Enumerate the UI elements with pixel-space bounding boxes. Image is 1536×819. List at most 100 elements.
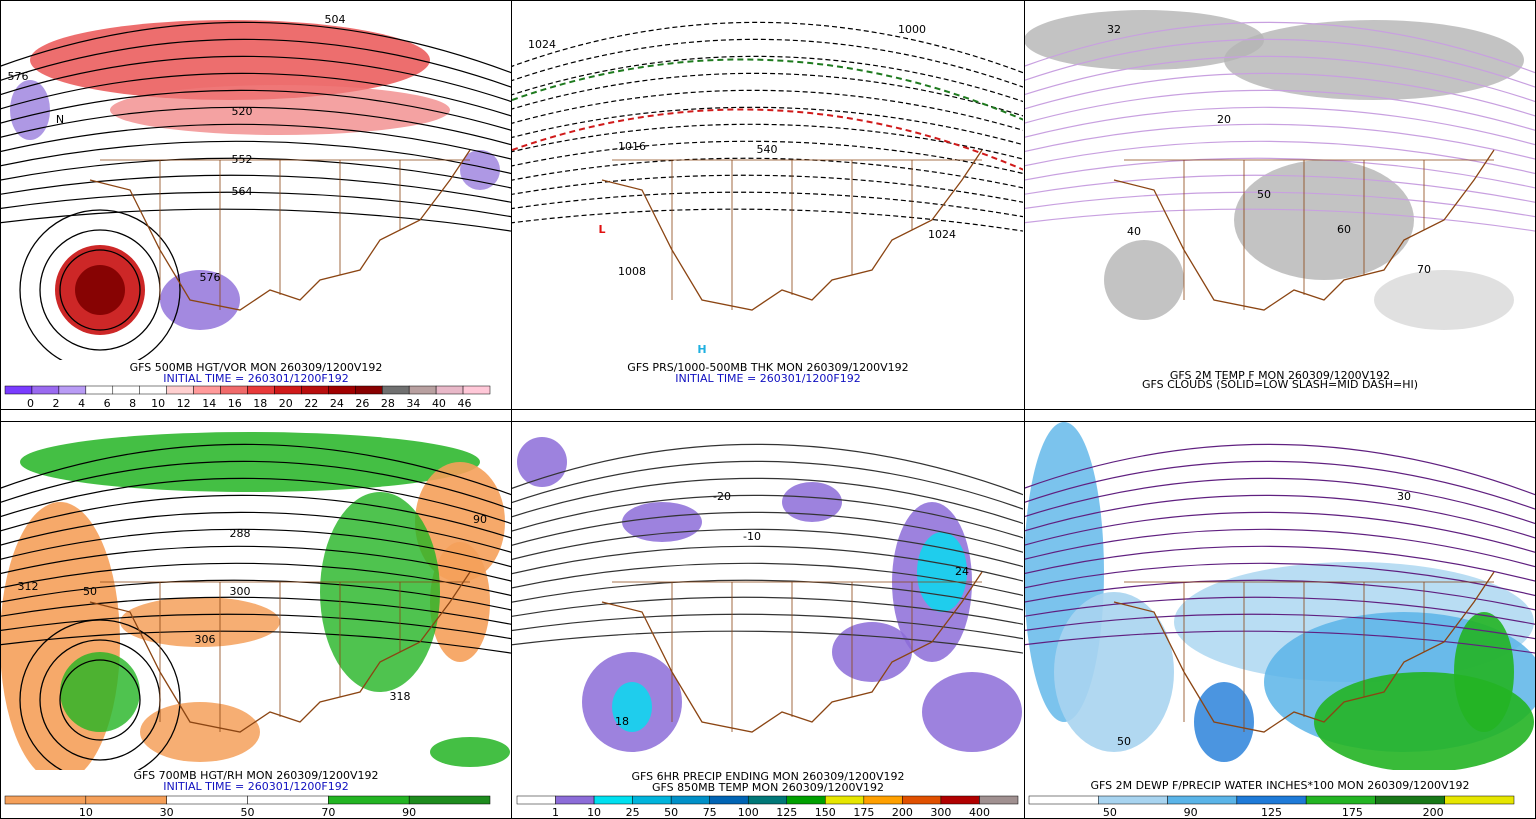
border [100, 581, 470, 732]
thickness-line [512, 108, 1023, 171]
colorbar-swatch [786, 795, 826, 805]
colorbar-swatch [1375, 795, 1445, 805]
caption: GFS 2M DEWP F/PRECIP WATER INCHES*100 MO… [1090, 779, 1469, 792]
colorbar-label: 34 [406, 397, 420, 410]
colorbar-label: 200 [892, 806, 913, 819]
map-label: 306 [195, 633, 216, 646]
contour [0, 579, 511, 611]
weather-field [1234, 160, 1414, 280]
thickness-line [512, 58, 1023, 121]
contour [0, 89, 511, 131]
colorbar-swatch [979, 795, 1019, 805]
contour [1024, 562, 1535, 597]
colorbar-swatch [247, 795, 329, 805]
border [612, 581, 982, 732]
weather-field [320, 492, 440, 692]
contour [512, 545, 1023, 582]
caption: GFS 6HR PRECIP ENDING MON 260309/1200V19… [631, 770, 904, 783]
contour [512, 174, 1023, 203]
map-label: 504 [325, 13, 346, 26]
colorbar-swatch [516, 795, 556, 805]
colorbar-label: 50 [1103, 806, 1117, 819]
map-label: 50 [1117, 735, 1131, 748]
contour [0, 460, 511, 510]
colorbar-swatch [1098, 795, 1168, 805]
map-label: 18 [615, 715, 629, 728]
colorbar-label: 8 [129, 397, 136, 410]
colorbar-label: 0 [27, 397, 34, 410]
contour [0, 613, 511, 640]
low-contour [59, 249, 141, 331]
map-label: 60 [1337, 223, 1351, 236]
contour [0, 106, 511, 146]
contour [1024, 630, 1535, 654]
map-label: 50 [1257, 188, 1271, 201]
colorbar-swatch [4, 385, 33, 395]
contour [512, 460, 1023, 510]
colorbar-swatch [632, 795, 672, 805]
contour [0, 157, 511, 189]
weather-field [1224, 20, 1524, 100]
border [1124, 159, 1494, 310]
contour [0, 630, 511, 654]
contour [0, 494, 511, 539]
contour [1024, 596, 1535, 625]
colorbar-swatch [31, 385, 60, 395]
map-label: 288 [230, 527, 251, 540]
colorbar-swatch [940, 795, 980, 805]
contour [512, 208, 1023, 232]
map-label: 318 [390, 690, 411, 703]
colorbar-label: 400 [969, 806, 990, 819]
contour [0, 511, 511, 553]
colorbar-label: 30 [160, 806, 174, 819]
colorbar-label: 300 [930, 806, 951, 819]
contour [1024, 460, 1535, 510]
colorbar-label: 22 [304, 397, 318, 410]
contour [0, 123, 511, 160]
contour [1024, 157, 1535, 189]
contour [512, 511, 1023, 553]
map-label: 40 [1127, 225, 1141, 238]
contour [0, 596, 511, 625]
map-label: 552 [232, 153, 253, 166]
low-contour [19, 209, 181, 360]
contour [1024, 174, 1535, 203]
contour [0, 55, 511, 103]
map-label: 1016 [618, 140, 646, 153]
contour [0, 208, 511, 232]
contour [1024, 528, 1535, 568]
colorbar-swatch [1236, 795, 1307, 805]
contour [0, 72, 511, 117]
colorbar-swatch [593, 795, 633, 805]
map-label: 1024 [528, 38, 556, 51]
colorbar-label: 150 [815, 806, 836, 819]
map-label: 30 [1397, 490, 1411, 503]
weather-field [430, 737, 510, 767]
colorbar-label: 75 [703, 806, 717, 819]
contour [1024, 579, 1535, 611]
map-label: -10 [743, 530, 761, 543]
colorbar-label: 90 [1184, 806, 1198, 819]
colorbar-label: 175 [853, 806, 874, 819]
contour [1024, 123, 1535, 160]
colorbar-label: 10 [151, 397, 165, 410]
contour [512, 89, 1023, 131]
contour [0, 528, 511, 568]
map: 1024 1016 1008 1024 1000 540 L H [512, 21, 1023, 356]
caption: INITIAL TIME = 260301/1200F192 [675, 372, 860, 385]
weather-field [75, 265, 125, 315]
weather-field [782, 482, 842, 522]
weather-field [517, 437, 567, 487]
low-contour [59, 659, 141, 741]
weather-field [1104, 240, 1184, 320]
map-label: 1024 [928, 228, 956, 241]
contour [1024, 545, 1535, 582]
colorbar-label: 25 [626, 806, 640, 819]
colorbar-label: 2 [53, 397, 60, 410]
caption: GFS 700MB HGT/RH MON 260309/1200V192 [134, 769, 379, 782]
map-label: 312 [18, 580, 39, 593]
colorbar-label: 200 [1423, 806, 1444, 819]
contour [512, 579, 1023, 611]
colorbar-label: 12 [177, 397, 191, 410]
